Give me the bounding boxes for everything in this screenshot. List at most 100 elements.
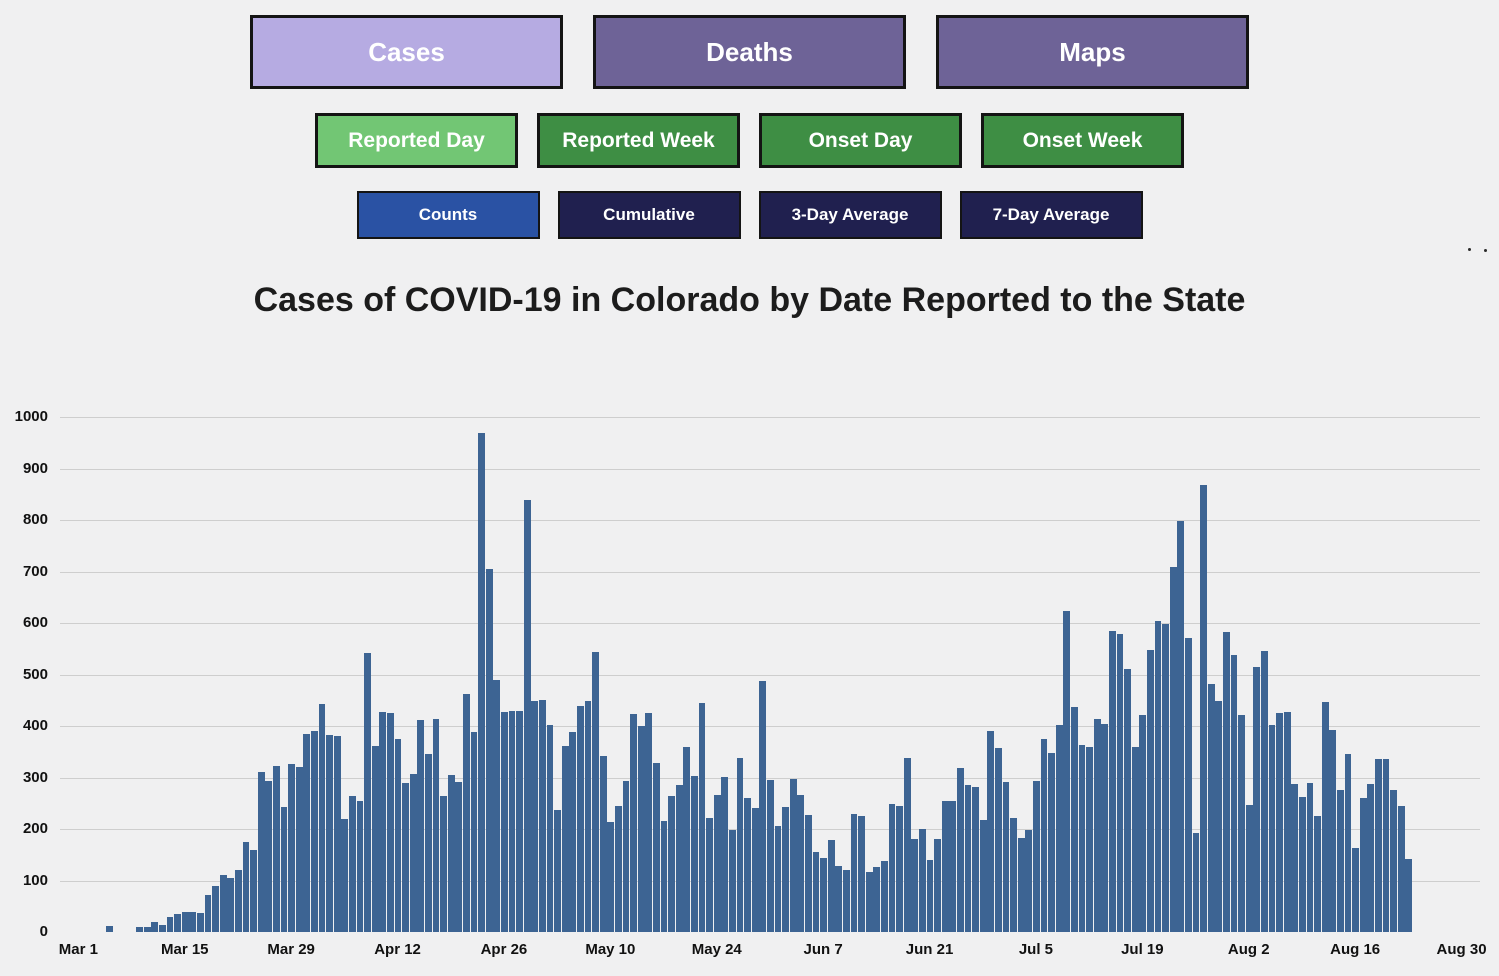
bar[interactable] [531,700,539,932]
bar[interactable] [1238,715,1245,932]
bar[interactable] [356,800,364,932]
tab-maps[interactable]: Maps [936,15,1249,89]
bar[interactable] [539,699,546,932]
bar[interactable] [455,781,463,932]
bar[interactable] [888,804,896,932]
bar[interactable] [1071,707,1078,932]
bar[interactable] [1268,724,1276,932]
bar[interactable] [805,814,812,932]
bar[interactable] [1162,624,1169,932]
bar[interactable] [1306,783,1314,932]
bar[interactable] [318,704,326,932]
bar[interactable] [235,870,242,932]
bar[interactable] [979,820,987,932]
bar[interactable] [1329,730,1337,932]
bar[interactable] [850,813,858,932]
tab-onset-day[interactable]: Onset Day [759,113,962,168]
bar[interactable] [212,885,219,932]
bar[interactable] [1405,859,1413,932]
bar[interactable] [1086,747,1093,932]
bar[interactable] [1147,649,1154,932]
bar[interactable] [257,772,265,932]
bar[interactable] [485,568,493,932]
bar[interactable] [447,774,455,932]
bar[interactable] [493,680,501,932]
bar[interactable] [303,734,311,932]
bar[interactable] [1291,784,1299,932]
bar[interactable] [166,916,174,932]
tab-3-day-average[interactable]: 3-Day Average [758,191,942,239]
bar[interactable] [1207,683,1215,932]
bar[interactable] [774,826,782,932]
bar[interactable] [516,711,523,932]
bar[interactable] [721,777,729,932]
bar[interactable] [250,849,257,932]
bar[interactable] [151,922,159,932]
bar[interactable] [1139,715,1147,932]
bar[interactable] [189,911,197,932]
bar[interactable] [1154,621,1162,932]
bar[interactable] [364,653,371,932]
bar[interactable] [858,816,865,932]
bar[interactable] [181,911,189,932]
bar[interactable] [1299,797,1306,932]
bar[interactable] [432,718,440,932]
bar[interactable] [759,680,767,932]
bar[interactable] [1321,702,1329,932]
bar[interactable] [789,778,797,932]
bar[interactable] [751,808,759,932]
bar[interactable] [387,712,394,932]
bar[interactable] [615,805,622,932]
bar[interactable] [1253,667,1261,932]
bar[interactable] [767,779,774,932]
bar[interactable] [174,913,181,932]
bar[interactable] [1055,724,1063,932]
bar[interactable] [105,926,113,932]
bar[interactable] [995,748,1002,932]
bar[interactable] [242,841,250,932]
bar[interactable] [1223,631,1230,932]
bar[interactable] [949,800,957,932]
bar[interactable] [599,756,607,932]
bar[interactable] [341,818,349,932]
bar[interactable] [607,822,615,932]
bar[interactable] [136,927,143,932]
bar[interactable] [1040,738,1048,932]
bar[interactable] [1116,634,1124,932]
bar[interactable] [713,795,721,932]
bar[interactable] [1124,669,1131,932]
bar[interactable] [333,736,341,932]
bar[interactable] [691,775,698,932]
bar[interactable] [683,746,691,932]
bar[interactable] [311,731,318,932]
bar[interactable] [288,764,295,932]
bar[interactable] [402,783,409,932]
bar[interactable] [425,754,432,932]
bar[interactable] [561,745,569,932]
bar[interactable] [554,809,561,932]
bar[interactable] [957,768,964,932]
bar[interactable] [1063,611,1071,932]
bar[interactable] [797,794,805,932]
bar[interactable] [159,925,166,932]
bar[interactable] [508,711,516,932]
bar[interactable] [919,828,926,932]
bar[interactable] [349,795,356,932]
bar[interactable] [873,866,881,932]
bar[interactable] [1230,654,1238,932]
bar[interactable] [645,712,653,932]
bar[interactable] [1109,630,1116,932]
bar[interactable] [637,725,645,932]
bar[interactable] [736,758,744,932]
bar[interactable] [744,798,751,932]
bar[interactable] [934,838,941,932]
bar[interactable] [1192,832,1200,932]
bar[interactable] [417,720,425,932]
bar[interactable] [1131,747,1139,932]
bar[interactable] [1002,782,1010,932]
tab-deaths[interactable]: Deaths [593,15,906,89]
bar[interactable] [280,807,288,932]
bar[interactable] [843,870,850,932]
bar[interactable] [204,895,212,932]
bar[interactable] [1375,759,1382,932]
